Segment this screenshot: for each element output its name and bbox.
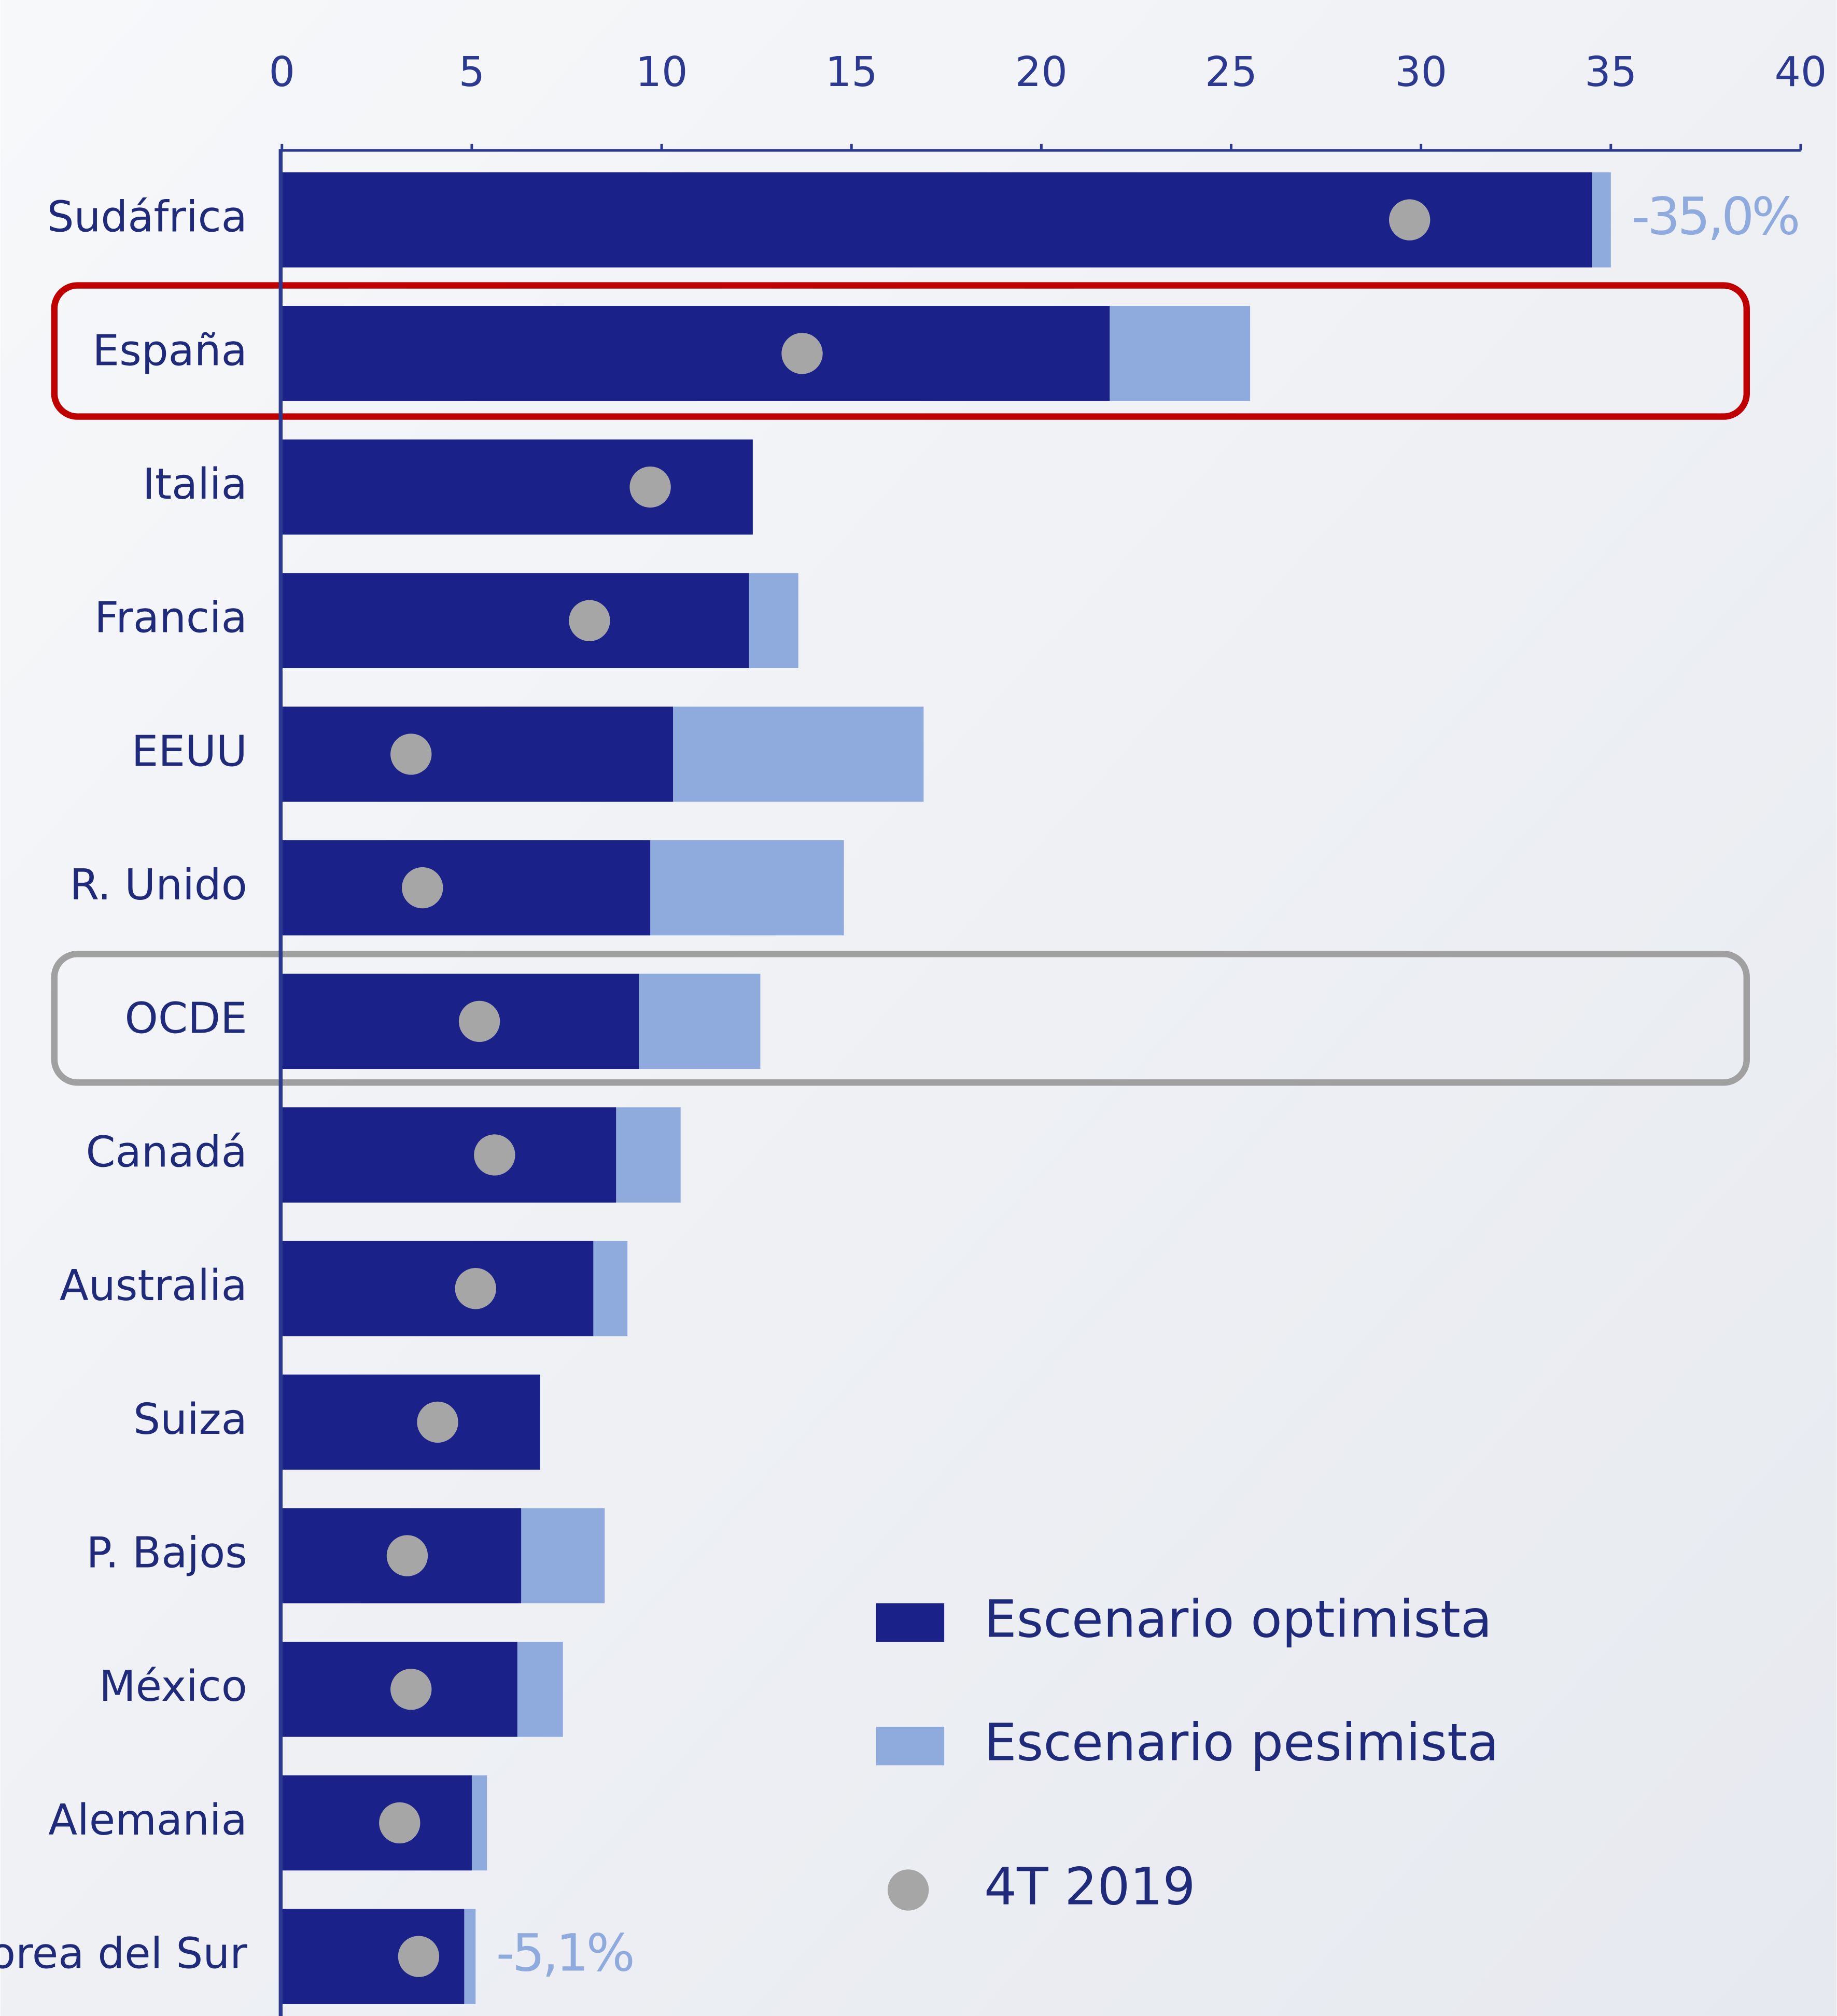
dot (629, 466, 671, 508)
dot (402, 867, 443, 909)
y-tick-label: Suiza (133, 1395, 247, 1444)
x-tick-label: 15 (825, 48, 878, 96)
data-label: -35,0% (1631, 187, 1798, 246)
bar (282, 840, 651, 936)
bar (282, 707, 674, 802)
dot (781, 333, 823, 374)
dot (398, 1936, 440, 1977)
dot (390, 734, 432, 775)
x-tick-label: 40 (1774, 48, 1827, 96)
bar (282, 1107, 616, 1203)
legend-label: 4T 2019 (984, 1857, 1196, 1916)
bar (282, 573, 749, 668)
dot (1389, 199, 1431, 241)
y-tick-label: Canadá (86, 1127, 247, 1177)
highlight-box (51, 951, 1750, 1086)
bar (282, 172, 1592, 267)
data-label: -5,1% (496, 1924, 633, 1983)
bar (282, 439, 753, 535)
y-tick-label: P. Bajos (86, 1529, 247, 1578)
dot (386, 1535, 428, 1576)
y-tick-label: OCDE (125, 994, 247, 1044)
y-tick-label: Sudáfrica (47, 193, 247, 242)
y-tick-label: Francia (94, 594, 247, 643)
bar (282, 306, 1110, 401)
x-tick-label: 30 (1395, 48, 1447, 96)
dot (455, 1268, 496, 1309)
dot (458, 1000, 500, 1042)
legend-swatch (876, 1603, 945, 1642)
dot (390, 1669, 432, 1710)
legend-label: Escenario optimista (984, 1589, 1492, 1649)
legend-swatch (887, 1869, 929, 1911)
dot (417, 1401, 458, 1443)
x-tick-label: 5 (459, 48, 485, 96)
x-tick-label: 0 (269, 48, 296, 96)
y-tick-label: R. Unido (69, 861, 247, 910)
legend-label: Escenario pesimista (984, 1713, 1499, 1772)
dot (379, 1802, 420, 1844)
y-tick-label: Italia (143, 460, 247, 509)
legend-swatch (876, 1726, 945, 1766)
x-tick-label: 10 (636, 48, 688, 96)
bar (282, 1240, 594, 1336)
y-tick-label: México (99, 1662, 247, 1711)
x-tick-label: 20 (1015, 48, 1068, 96)
x-tick-label: 35 (1584, 48, 1637, 96)
y-tick-label: EEUU (132, 727, 247, 776)
bar (282, 1374, 540, 1470)
y-tick-label: Australia (60, 1261, 247, 1310)
highlight-box (51, 282, 1750, 420)
y-tick-label: Corea del Sur (0, 1929, 247, 1979)
dot (474, 1134, 515, 1176)
y-tick-label: España (92, 326, 247, 375)
bar (282, 1775, 472, 1871)
dot (569, 600, 610, 641)
x-tick-label: 25 (1205, 48, 1257, 96)
y-tick-label: Alemania (48, 1796, 247, 1845)
